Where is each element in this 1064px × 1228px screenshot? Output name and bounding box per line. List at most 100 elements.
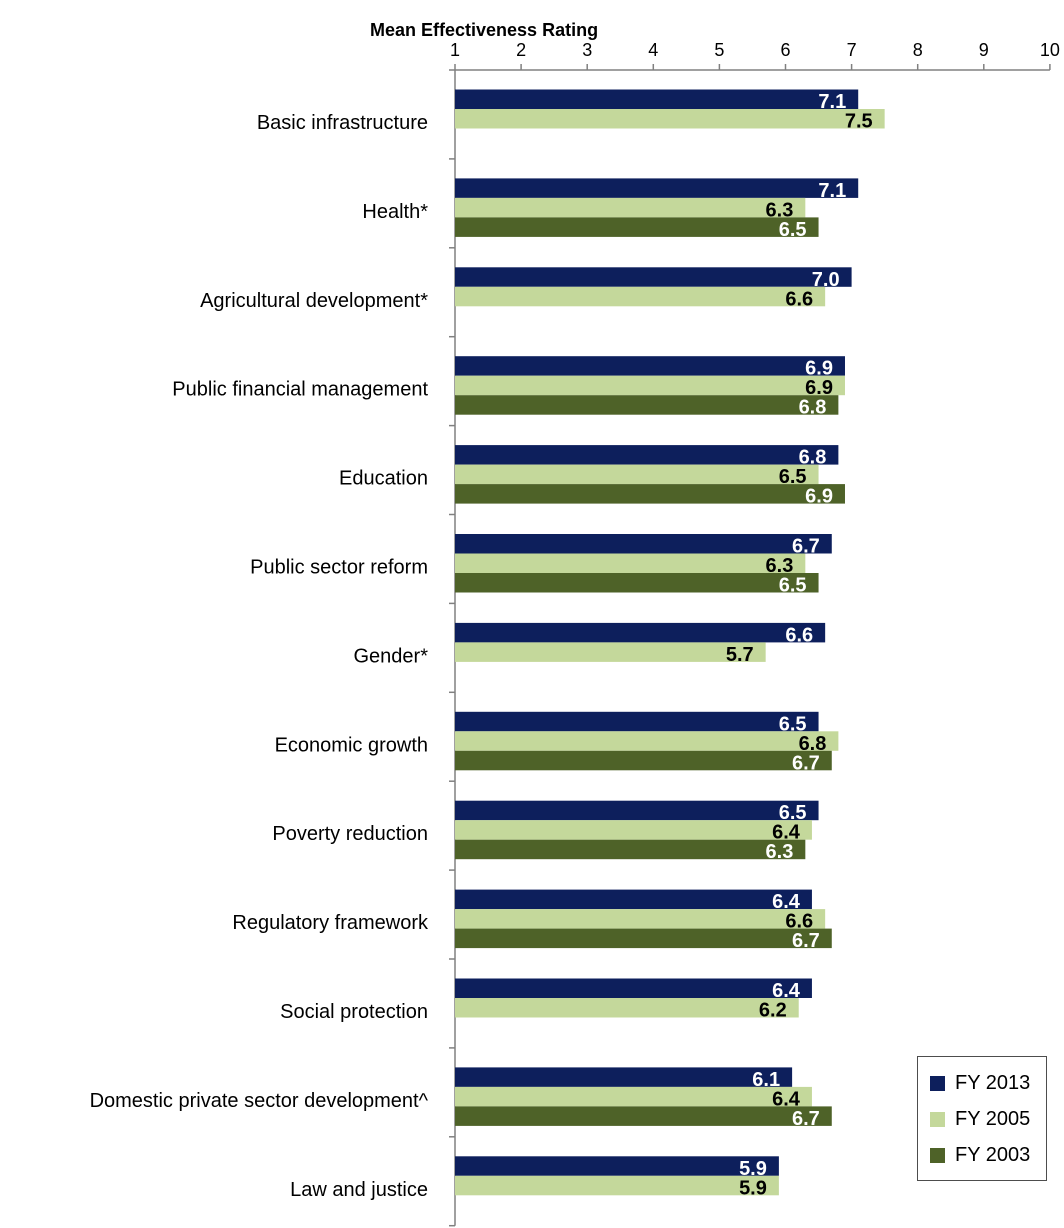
legend-swatch-fy2005 [930,1111,945,1127]
bar [455,1156,779,1176]
x-tick-label: 7 [847,40,857,60]
bar [455,978,812,998]
category-label: Economic growth [275,734,428,756]
data-label: 6.7 [792,536,820,558]
legend-label-fy2013: FY 2013 [955,1071,1031,1094]
bar [455,197,806,218]
bar [455,484,845,504]
bar [455,395,839,415]
bar [455,109,885,129]
bar [455,889,812,910]
bar [455,839,806,860]
bar [455,1086,812,1107]
bar [455,622,826,643]
bar [455,1067,793,1087]
legend-swatch-fy2003 [930,1147,945,1163]
data-label: 6.7 [792,1108,820,1130]
x-tick-label: 8 [913,40,923,60]
bar [455,909,826,929]
data-label: 6.6 [785,288,813,310]
bar [455,286,826,307]
category-label: Poverty reduction [272,823,428,845]
category-label: Public sector reform [250,557,428,579]
bar [455,928,832,949]
data-label: 6.8 [799,447,827,469]
data-label: 6.6 [785,624,813,646]
data-label: 6.9 [805,358,833,380]
legend-item-fy2005: FY 2005 [930,1107,1030,1131]
chart-title: Mean Effectiveness Rating [370,20,598,40]
data-label: 7.0 [812,269,840,291]
bar [455,1106,832,1126]
category-label: Agricultural development* [200,290,428,312]
bar [455,998,799,1018]
bar [455,445,839,465]
data-label: 6.5 [779,466,807,488]
data-label: 6.5 [779,219,807,241]
legend-item-fy2013: FY 2013 [930,1071,1030,1095]
x-tick-label: 6 [780,40,790,60]
data-label: 5.7 [726,644,754,666]
data-label: 7.5 [845,111,873,133]
bar [455,731,839,751]
data-label: 6.4 [772,822,801,844]
x-tick-label: 3 [582,40,592,60]
data-label: 5.9 [739,1177,767,1199]
bar [455,553,806,573]
bar [455,642,766,662]
data-label: 6.9 [805,486,833,508]
data-label: 6.7 [792,752,820,774]
category-label: Gender* [354,645,429,667]
x-tick-label: 2 [516,40,526,60]
bar [455,356,845,376]
bar [455,820,812,840]
legend-item-fy2003: FY 2003 [930,1143,1030,1167]
x-tick-label: 5 [714,40,724,60]
bar [455,750,832,771]
category-label: Domestic private sector development^ [90,1090,429,1112]
data-label: 6.8 [799,733,827,755]
bar [455,178,859,198]
data-label: 5.9 [739,1158,767,1180]
bar [455,464,819,485]
data-label: 6.7 [792,930,820,952]
bar [455,573,819,593]
bar [455,1175,779,1196]
x-tick-label: 9 [979,40,989,60]
bar [455,711,819,732]
data-label: 6.5 [779,713,807,735]
category-label: Law and justice [290,1179,428,1201]
category-label: Social protection [280,1001,428,1023]
chart-legend: FY 2013 FY 2005 FY 2003 [917,1056,1047,1181]
data-label: 6.5 [779,802,807,824]
x-tick-label: 4 [648,40,658,60]
data-label: 6.6 [785,911,813,933]
data-label: 7.1 [818,91,846,113]
x-tick-label: 10 [1040,40,1060,60]
data-label: 6.3 [766,841,794,863]
legend-swatch-fy2013 [930,1075,945,1091]
category-label: Health* [362,201,428,223]
x-tick-label: 1 [450,40,460,60]
data-label: 6.9 [805,377,833,399]
category-label: Education [339,468,428,490]
data-label: 6.3 [766,199,794,221]
category-label: Public financial management [172,379,428,401]
data-label: 7.1 [818,180,846,202]
bar [455,267,852,287]
bar [455,89,859,109]
category-label: Regulatory framework [232,912,429,934]
data-label: 6.4 [772,980,801,1002]
bar [455,217,819,237]
data-label: 6.1 [752,1069,780,1091]
bar [455,375,845,396]
data-label: 6.4 [772,1088,801,1110]
data-label: 6.5 [779,575,807,597]
data-label: 6.3 [766,555,794,577]
legend-label-fy2005: FY 2005 [955,1107,1031,1130]
legend-label-fy2003: FY 2003 [955,1143,1031,1166]
data-label: 6.4 [772,891,801,913]
bar [455,534,832,554]
data-label: 6.8 [799,397,827,419]
